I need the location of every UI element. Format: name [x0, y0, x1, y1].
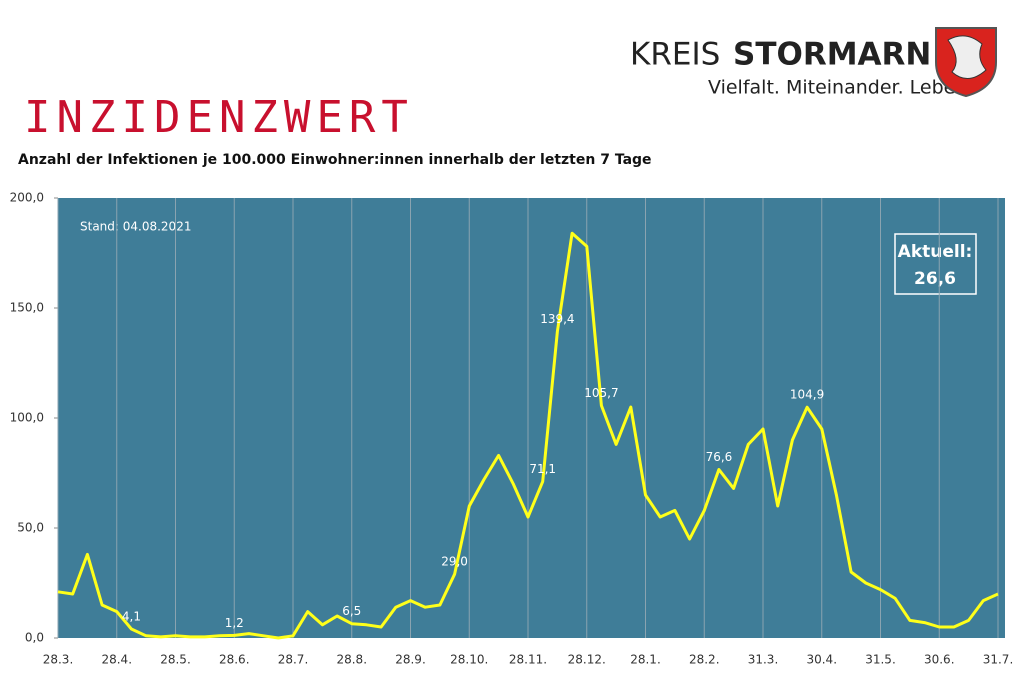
x-tick-label: 28.5. [160, 653, 191, 667]
data-label: 76,6 [706, 450, 733, 464]
x-tick-label: 28.6. [219, 653, 250, 667]
coat-of-arms [935, 27, 997, 98]
annotation: 26,6 [914, 269, 956, 289]
x-tick-label: 28.12. [568, 653, 606, 667]
data-label: 1,2 [225, 616, 244, 630]
data-label: 6,5 [342, 604, 361, 618]
y-tick-label: 100,0 [10, 411, 44, 425]
x-tick-label: 28.8. [336, 653, 367, 667]
x-tick-label: 31.7. [983, 653, 1014, 667]
x-tick-label: 28.9. [395, 653, 426, 667]
x-tick-label: 28.10. [450, 653, 488, 667]
x-tick-label: 28.4. [101, 653, 132, 667]
data-label: 139,4 [540, 312, 574, 326]
x-tick-label: 30.6. [924, 653, 955, 667]
chart-subtitle: Anzahl der Infektionen je 100.000 Einwoh… [18, 152, 652, 168]
y-tick-label: 200,0 [10, 191, 44, 205]
x-tick-label: 31.5. [865, 653, 896, 667]
x-tick-label: 28.3. [43, 653, 74, 667]
x-tick-label: 28.2. [689, 653, 720, 667]
y-tick-label: 150,0 [10, 301, 44, 315]
line [57, 231, 999, 640]
x-tick-label: 28.7. [278, 653, 309, 667]
logo-name: KREIS [630, 37, 720, 73]
logo-slogan: Vielfalt. Miteinander. Leben. [708, 77, 973, 99]
data-label: 4,1 [122, 609, 141, 623]
plot-area [58, 198, 1005, 638]
y-tick-label: 50,0 [17, 521, 44, 535]
x-tick-label: 30.4. [806, 653, 837, 667]
data-label: 104,9 [790, 388, 824, 402]
data-label: 71,1 [529, 462, 556, 476]
x-tick-label: 28.1. [630, 653, 661, 667]
annotation-box [894, 233, 977, 295]
data-label: 105,7 [584, 386, 618, 400]
x-tick-label: 31.3. [748, 653, 779, 667]
data-label: 29,0 [441, 555, 468, 569]
x-tick-label: 28.11. [509, 653, 547, 667]
chart-title: INZIDENZWERT [24, 92, 414, 143]
y-tick-label: 0,0 [25, 631, 44, 645]
annotation: Aktuell: [898, 242, 973, 262]
annotation: Stand: 04.08.2021 [80, 220, 191, 234]
logo-name: STORMARN [733, 37, 931, 73]
